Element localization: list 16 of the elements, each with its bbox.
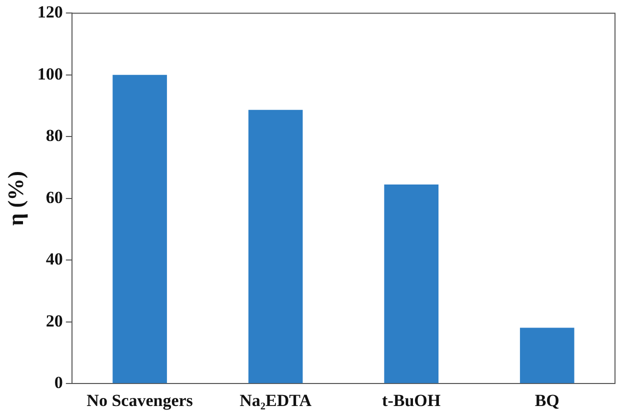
y-tick-label: 100 bbox=[37, 64, 63, 84]
y-tick-label: 0 bbox=[54, 372, 63, 392]
x-tick-label: Na₂EDTA bbox=[240, 391, 312, 410]
x-tick-label: t-BuOH bbox=[382, 391, 441, 410]
bar bbox=[384, 184, 438, 384]
y-tick-label: 20 bbox=[46, 311, 63, 330]
x-tick-label: No Scavengers bbox=[86, 391, 194, 410]
bar bbox=[520, 328, 574, 384]
bar bbox=[112, 74, 167, 384]
y-tick-label: 80 bbox=[46, 126, 63, 146]
y-tick-label: 120 bbox=[37, 2, 63, 22]
bar bbox=[248, 110, 303, 384]
x-tick-label: BQ bbox=[534, 391, 560, 410]
y-axis-title: η (%) bbox=[2, 171, 28, 226]
y-tick-label: 40 bbox=[46, 250, 63, 269]
y-tick-label: 60 bbox=[46, 188, 63, 207]
